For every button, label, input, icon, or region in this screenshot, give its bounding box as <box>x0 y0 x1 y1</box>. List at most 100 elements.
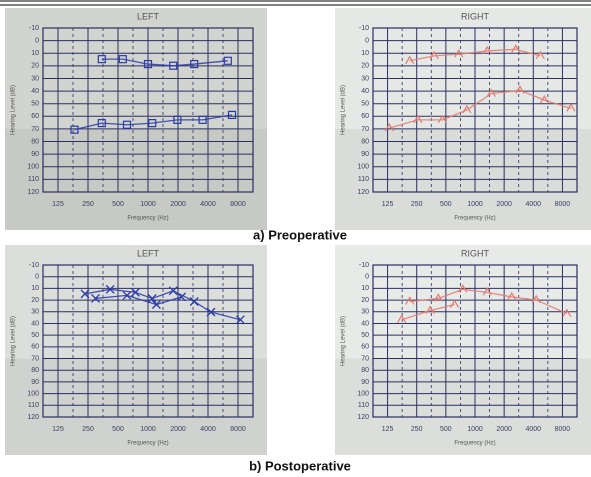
y-axis-label: Hearing Level (dB) <box>341 85 347 135</box>
y-tick-label: 40 <box>31 88 39 95</box>
x-tick-label: 2000 <box>496 426 512 433</box>
y-tick-label: 60 <box>31 113 39 120</box>
x-tick-label: 8000 <box>230 426 246 433</box>
x-tick-label: 8000 <box>555 201 571 208</box>
y-tick-label: 30 <box>31 309 39 316</box>
x-tick-label: 8000 <box>230 201 246 208</box>
y-tick-label: 50 <box>361 332 369 339</box>
x-tick-label: 1000 <box>140 426 156 433</box>
y-tick-label: 10 <box>31 50 39 57</box>
y-tick-label: 20 <box>361 63 369 70</box>
y-tick-label: 120 <box>357 414 369 421</box>
x-tick-label: 500 <box>112 201 124 208</box>
y-tick-label: 80 <box>31 367 39 374</box>
y-axis-label: Hearing Level (dB) <box>341 316 347 366</box>
y-tick-label: 50 <box>31 332 39 339</box>
y-tick-label: 110 <box>358 402 369 409</box>
x-tick-label: 2000 <box>170 426 186 433</box>
y-tick-label: 90 <box>361 379 369 386</box>
x-axis-label: Frequency (Hz) <box>454 216 495 222</box>
x-tick-label: 125 <box>382 426 394 433</box>
y-tick-label: 100 <box>357 164 369 171</box>
x-tick-label: 2000 <box>496 201 512 208</box>
y-tick-label: 110 <box>358 176 369 183</box>
y-tick-label: 60 <box>361 113 369 120</box>
y-tick-label: 30 <box>361 309 369 316</box>
x-tick-label: 1000 <box>467 426 483 433</box>
panel-label: RIGHT <box>461 248 490 258</box>
x-tick-label: 125 <box>52 426 64 433</box>
y-tick-label: 50 <box>31 101 39 108</box>
x-tick-label: 2000 <box>170 201 186 208</box>
y-tick-label: 80 <box>31 138 39 145</box>
x-tick-label: 8000 <box>555 426 571 433</box>
x-tick-label: 4000 <box>525 201 541 208</box>
y-tick-label: 30 <box>31 75 39 82</box>
y-tick-label: 40 <box>361 320 369 327</box>
x-axis-label: Frequency (Hz) <box>454 441 495 447</box>
y-tick-label: 100 <box>357 390 369 397</box>
audiogram-panel: LEFT Hearing Level (dB) Frequency (Hz) -10 0… <box>5 245 267 455</box>
caption: b) Postoperative <box>249 458 351 473</box>
y-tick-label: 90 <box>31 151 39 158</box>
x-tick-label: 500 <box>112 426 124 433</box>
x-tick-label: 125 <box>382 201 394 208</box>
y-tick-label: -10 <box>29 25 39 32</box>
x-axis-label: Frequency (Hz) <box>127 216 168 222</box>
figure: a) Preoperative b) Postoperative LEFT Hea… <box>0 0 591 477</box>
x-tick-label: 4000 <box>200 426 216 433</box>
y-tick-label: 10 <box>31 285 39 292</box>
y-tick-label: 120 <box>27 414 39 421</box>
y-tick-label: 70 <box>31 126 39 133</box>
y-tick-label: 90 <box>31 379 39 386</box>
x-tick-label: 500 <box>440 201 452 208</box>
x-axis-label: Frequency (Hz) <box>127 441 168 447</box>
audiogram-panel: RIGHT Hearing Level (dB) Frequency (Hz) -10… <box>335 8 591 230</box>
y-tick-label: 120 <box>27 189 39 196</box>
x-tick-label: 1000 <box>467 201 483 208</box>
x-tick-label: 500 <box>440 426 452 433</box>
y-tick-label: 60 <box>361 344 369 351</box>
y-axis-label: Hearing Level (dB) <box>11 316 17 366</box>
y-tick-label: 80 <box>361 367 369 374</box>
x-tick-label: 250 <box>411 426 423 433</box>
y-tick-label: 90 <box>361 151 369 158</box>
y-axis-label: Hearing Level (dB) <box>11 85 17 135</box>
x-tick-label: 250 <box>82 201 94 208</box>
y-tick-label: 0 <box>35 274 39 281</box>
y-tick-label: 0 <box>35 37 39 44</box>
y-tick-label: 100 <box>27 164 39 171</box>
x-tick-label: 250 <box>82 426 94 433</box>
y-tick-label: 120 <box>357 189 369 196</box>
audiogram-panel: RIGHT Hearing Level (dB) Frequency (Hz) -10… <box>335 245 591 455</box>
y-tick-label: 0 <box>365 274 369 281</box>
y-tick-label: 110 <box>28 402 39 409</box>
y-tick-label: 30 <box>361 75 369 82</box>
y-tick-label: 20 <box>31 297 39 304</box>
panel-label: LEFT <box>137 11 160 21</box>
panel-label: LEFT <box>137 248 160 258</box>
y-tick-label: 40 <box>31 320 39 327</box>
x-tick-label: 250 <box>411 201 423 208</box>
y-tick-label: 20 <box>31 63 39 70</box>
y-tick-label: 10 <box>361 50 369 57</box>
x-tick-label: 4000 <box>200 201 216 208</box>
x-tick-label: 125 <box>52 201 64 208</box>
caption: a) Preoperative <box>253 227 347 242</box>
y-tick-label: 0 <box>365 37 369 44</box>
y-tick-label: 10 <box>361 285 369 292</box>
y-tick-label: 80 <box>361 138 369 145</box>
y-tick-label: 50 <box>361 101 369 108</box>
y-tick-label: 70 <box>361 126 369 133</box>
y-tick-label: -10 <box>29 262 39 269</box>
y-tick-label: 70 <box>361 355 369 362</box>
x-tick-label: 1000 <box>140 201 156 208</box>
audiogram-panel: LEFT Hearing Level (dB) Frequency (Hz) -10 0… <box>5 8 267 230</box>
y-tick-label: 70 <box>31 355 39 362</box>
y-tick-label: -10 <box>359 262 369 269</box>
panel-label: RIGHT <box>461 11 490 21</box>
y-tick-label: 40 <box>361 88 369 95</box>
y-tick-label: 110 <box>28 176 39 183</box>
y-tick-label: -10 <box>359 25 369 32</box>
x-tick-label: 4000 <box>525 426 541 433</box>
